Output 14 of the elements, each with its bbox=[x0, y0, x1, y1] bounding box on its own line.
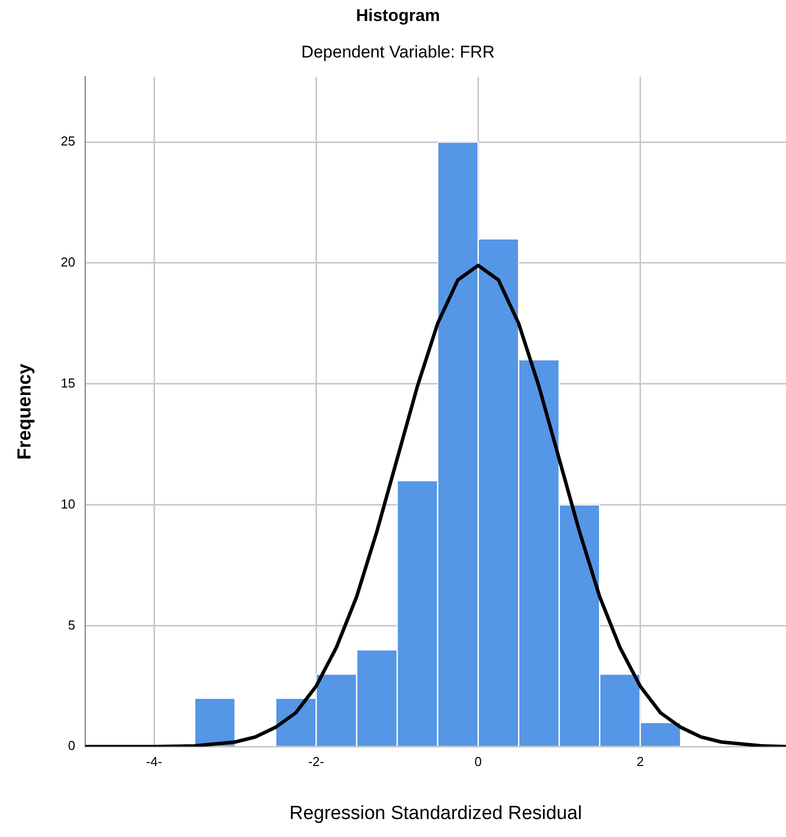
x-tick-label: -2- bbox=[308, 754, 324, 769]
y-tick-label: 5 bbox=[68, 617, 76, 632]
chart-subtitle: Dependent Variable: FRR bbox=[301, 42, 495, 62]
y-tick-label: 25 bbox=[60, 134, 76, 149]
y-tick-label: 0 bbox=[68, 738, 76, 754]
y-axis-title: Frequency bbox=[14, 363, 36, 460]
chart-title: Histogram bbox=[356, 6, 440, 25]
x-tick-label: 2 bbox=[636, 754, 644, 769]
y-tick-label: 15 bbox=[60, 375, 76, 390]
x-tick-label: 0 bbox=[474, 754, 482, 769]
x-tick-label: -4- bbox=[146, 754, 162, 769]
y-tick-label: 20 bbox=[60, 254, 76, 270]
x-axis-title: Regression Standardized Residual bbox=[289, 802, 582, 824]
y-tick-label: 10 bbox=[60, 496, 76, 512]
